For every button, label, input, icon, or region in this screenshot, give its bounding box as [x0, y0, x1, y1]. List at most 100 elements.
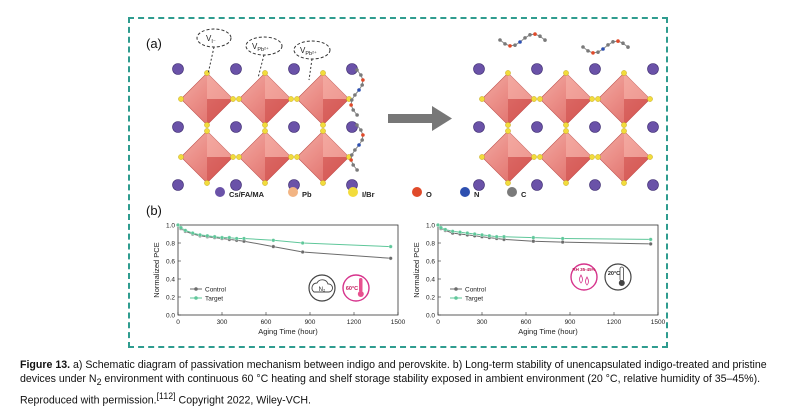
pristine-cation-atom	[172, 179, 184, 191]
legend-label-cs: Cs/FA/MA	[229, 190, 265, 199]
pristine-halide-atom	[230, 154, 236, 160]
series-line-control	[437, 224, 651, 245]
pristine-halide-atom	[320, 180, 326, 186]
passivated-cation-atom	[589, 63, 601, 75]
plot-frame	[437, 224, 659, 316]
pristine-halide-atom	[320, 70, 326, 76]
passivated-halide-atom	[621, 128, 627, 134]
indigo-molecule	[349, 123, 365, 172]
passivated-halide-atom	[621, 70, 627, 76]
passivated-halide-atom	[589, 154, 595, 160]
passivated-halide-atom	[563, 180, 569, 186]
passivated-halide-atom	[479, 96, 485, 102]
legend-dot-n	[460, 187, 470, 197]
passivated-halide-atom	[647, 96, 653, 102]
passivated-halide-atom	[505, 180, 511, 186]
legend-label: Control	[465, 287, 487, 294]
y-tick-label: 0.8	[426, 241, 435, 248]
indigo-molecule	[349, 68, 365, 117]
legend-label: Control	[205, 287, 227, 294]
passivated-halide-atom	[563, 128, 569, 134]
pristine-halide-atom	[320, 122, 326, 128]
legend-dot-o	[412, 187, 422, 197]
pristine-halide-atom	[288, 96, 294, 102]
pristine-halide-atom	[262, 180, 268, 186]
passivated-cation-atom	[589, 121, 601, 133]
legend-dot-i	[348, 187, 358, 197]
series-line-target	[437, 224, 651, 240]
caption-text-1: a) Schematic diagram of passivation mech…	[20, 359, 767, 385]
pristine-octahedron	[180, 72, 234, 126]
data-point-target	[458, 230, 462, 235]
vacancy-label-2: VPb²⁺	[252, 42, 269, 53]
data-point-target	[472, 232, 477, 236]
temp-60-label: 60°C	[346, 286, 358, 292]
x-tick-label: 900	[565, 319, 576, 326]
legend-label-n: N	[474, 190, 480, 199]
y-tick-label: 0.6	[166, 259, 175, 266]
pristine-cation-atom	[172, 63, 184, 75]
legend-label: Target	[465, 296, 483, 303]
passivated-cation-atom	[647, 63, 659, 75]
y-tick-label: 0.4	[426, 277, 435, 284]
y-tick-label: 0.8	[166, 241, 175, 248]
legend-label-i: I/Br	[362, 190, 375, 199]
perovskite-lattice-passivated	[473, 63, 659, 191]
pristine-cation-atom	[288, 121, 300, 133]
indigo-molecule	[581, 39, 630, 55]
caption-text-3: Copyright 2022, Wiley-VCH.	[175, 394, 312, 407]
data-point-control	[531, 239, 536, 244]
indigo-molecule	[498, 32, 547, 48]
series-line-target	[177, 224, 391, 248]
passivated-halide-atom	[505, 128, 511, 134]
passivated-halide-atom	[595, 96, 601, 102]
data-point-target	[436, 223, 440, 227]
passivated-halide-atom	[589, 96, 595, 102]
pristine-halide-atom	[236, 96, 242, 102]
x-tick-label: 1200	[347, 319, 362, 326]
y-tick-label: 0.4	[166, 277, 175, 284]
x-tick-label: 600	[261, 319, 272, 326]
caption-sub: 2	[96, 377, 102, 388]
data-point-target	[648, 237, 653, 242]
data-point-target	[487, 233, 492, 238]
passivated-octahedron	[539, 130, 593, 184]
data-point-target	[205, 233, 210, 238]
pristine-halide-atom	[178, 154, 184, 160]
data-point-target	[176, 223, 180, 227]
temp-20c-badge: 20°C	[604, 263, 632, 291]
pristine-octahedron	[238, 72, 292, 126]
pristine-cation-atom	[172, 121, 184, 133]
passivated-halide-atom	[563, 70, 569, 76]
x-tick-label: 0	[436, 319, 440, 326]
pristine-halide-atom	[204, 128, 210, 134]
pristine-halide-atom	[204, 180, 210, 186]
pristine-halide-atom	[294, 154, 300, 160]
figure-frame	[128, 17, 668, 348]
passivated-cation-atom	[473, 63, 485, 75]
plot-frame	[177, 224, 399, 316]
pristine-cation-atom	[346, 121, 358, 133]
x-tick-label: 300	[217, 319, 228, 326]
y-tick-label: 0.2	[166, 295, 175, 302]
y-tick-label: 1.0	[426, 223, 435, 230]
data-point-control	[300, 250, 305, 254]
data-point-control	[271, 244, 276, 249]
pristine-halide-atom	[262, 70, 268, 76]
y-tick-label: 1.0	[166, 223, 175, 230]
temp-20-label: 20°C	[608, 271, 620, 277]
legend-dot-cs	[215, 187, 225, 197]
pristine-cation-atom	[288, 63, 300, 75]
pristine-halide-atom	[320, 128, 326, 134]
data-point-target	[271, 238, 276, 243]
caption-label: Figure 13.	[20, 359, 71, 371]
x-axis-label: Aging Time (hour)	[518, 327, 578, 336]
legend-marker	[454, 287, 458, 291]
data-point-target	[560, 236, 565, 241]
pristine-halide-atom	[230, 96, 236, 102]
data-point-target	[450, 229, 455, 234]
passivated-octahedron	[597, 130, 651, 184]
figure-caption: Figure 13. a) Schematic diagram of passi…	[20, 358, 785, 408]
data-point-target	[242, 236, 246, 241]
y-tick-label: 0.6	[426, 259, 435, 266]
